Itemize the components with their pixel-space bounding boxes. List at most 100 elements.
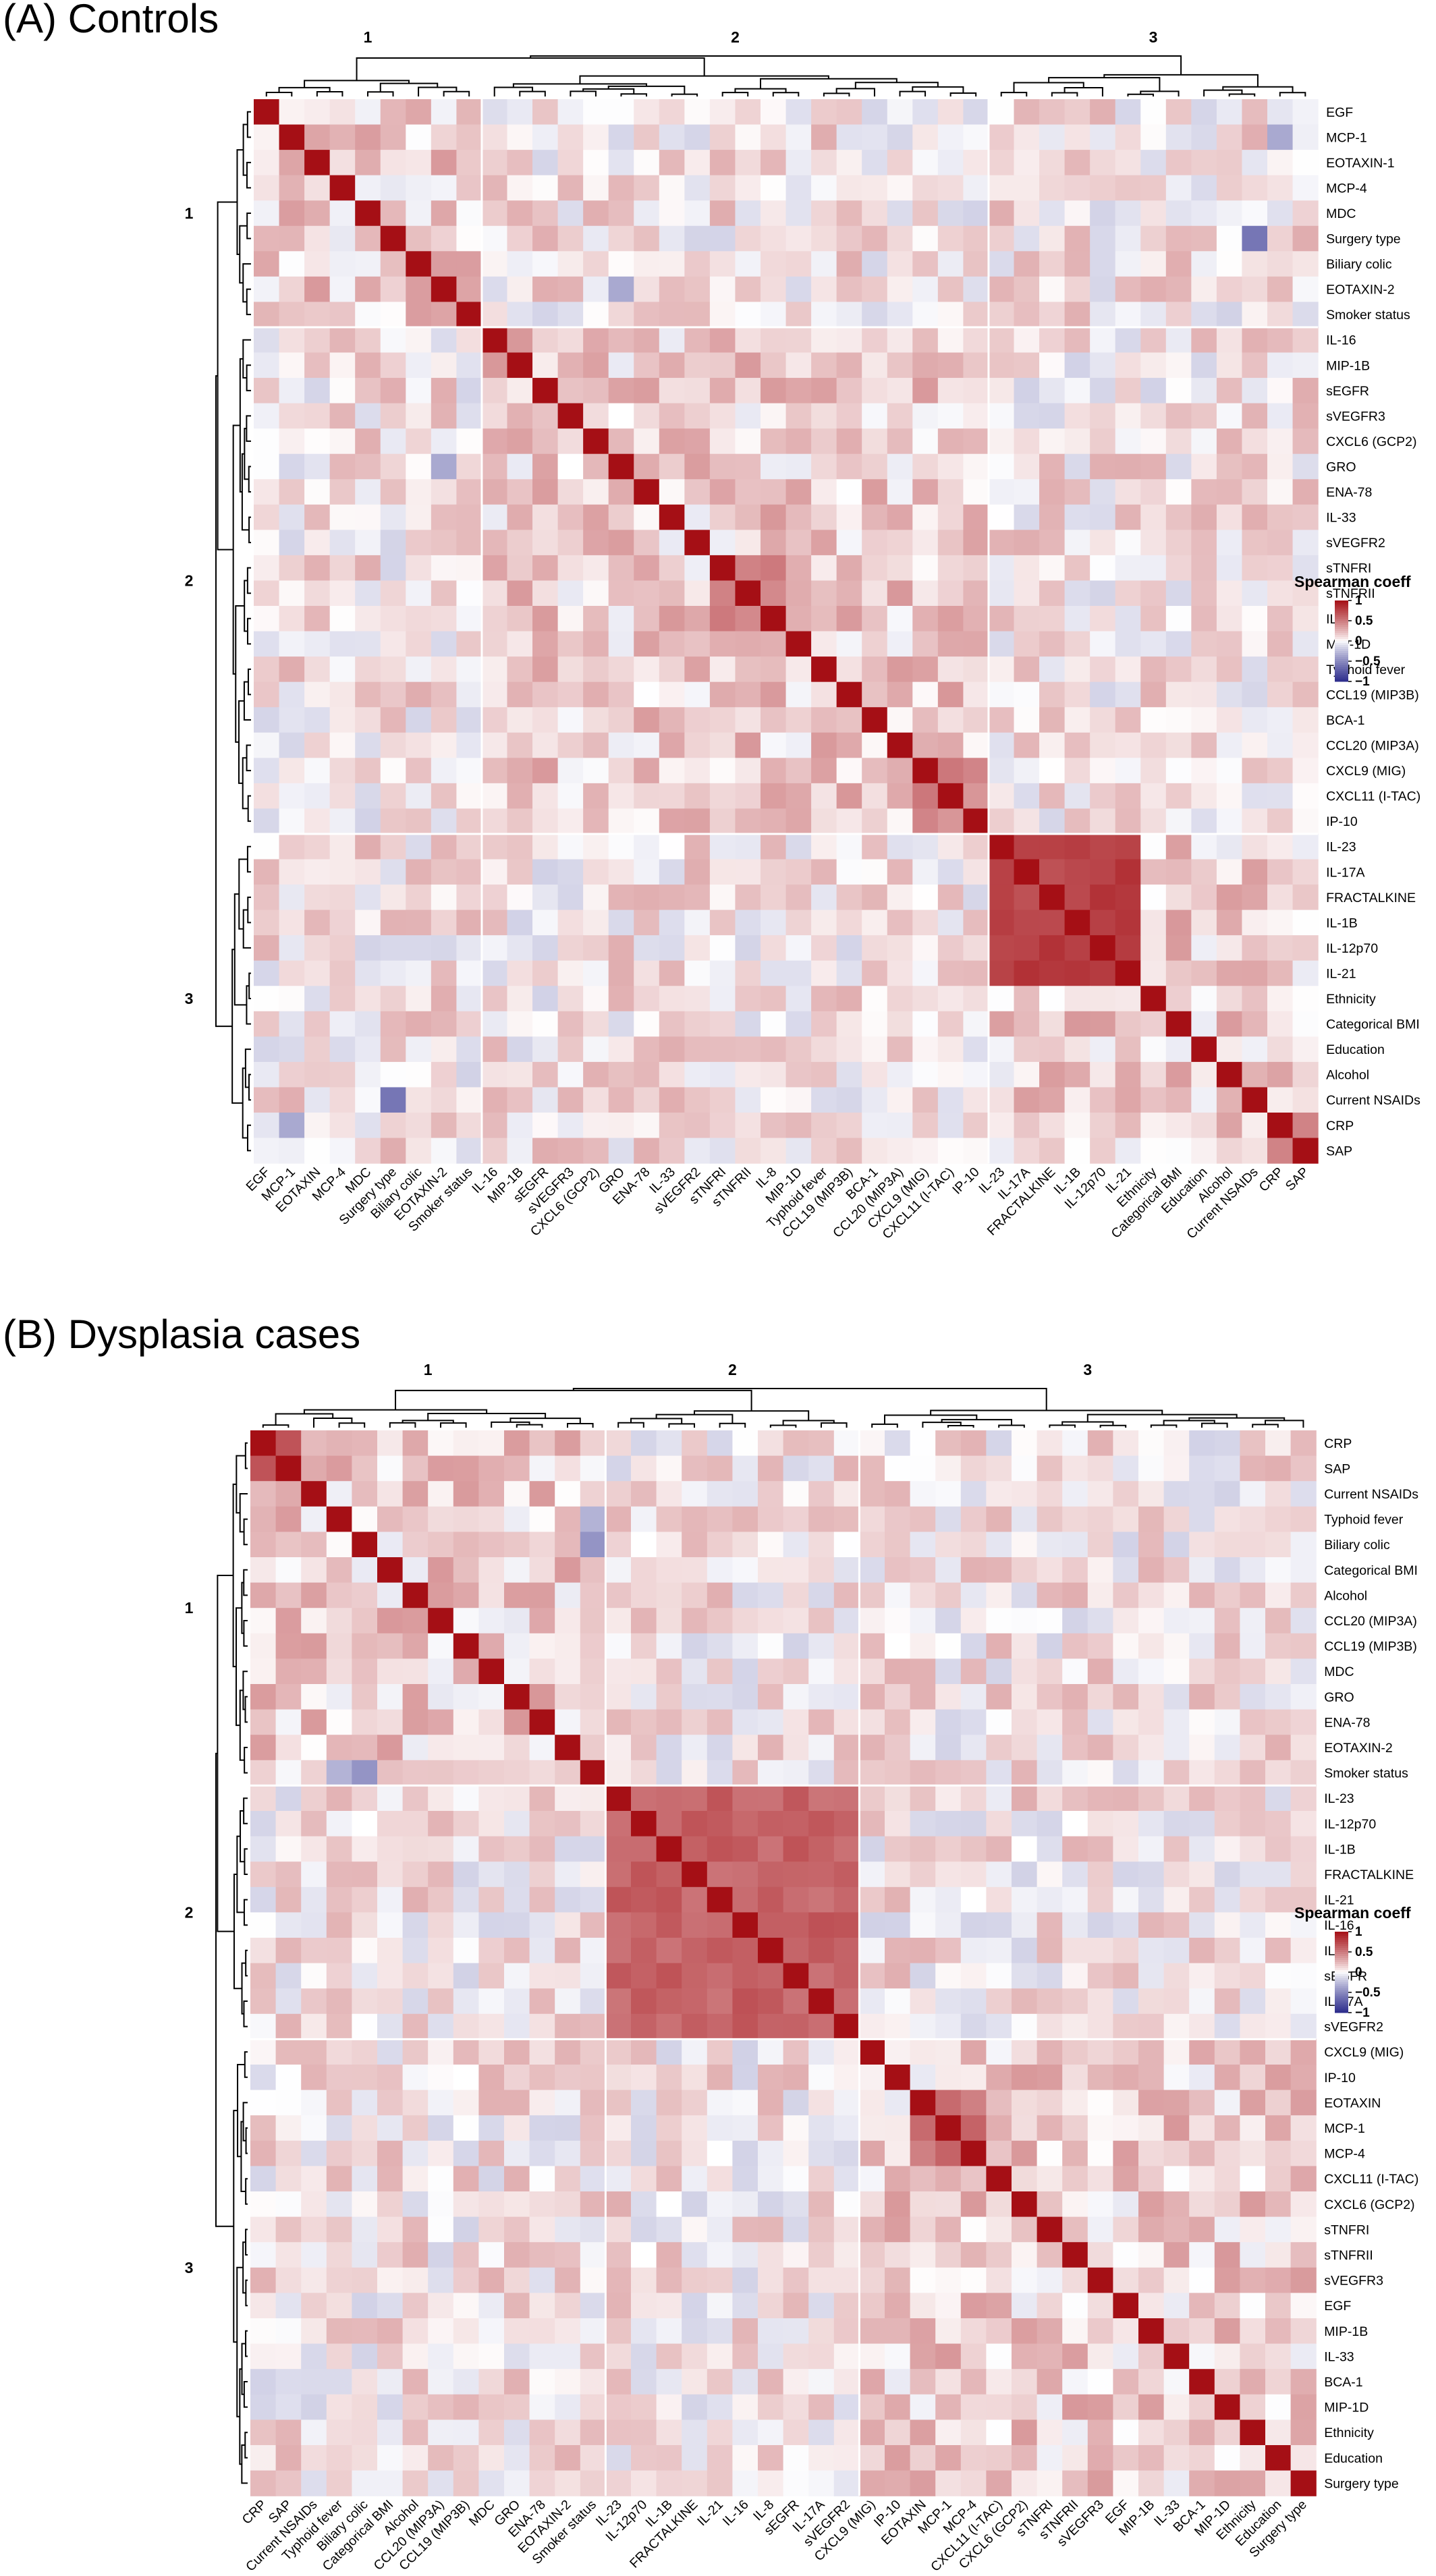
heatmap-cell xyxy=(707,2267,733,2293)
heatmap-cell xyxy=(402,2394,429,2420)
heatmap-cell xyxy=(885,2090,911,2116)
heatmap-cell xyxy=(783,1988,809,2015)
heatmap-cell xyxy=(937,175,964,201)
legend-tick-label: −0.5 xyxy=(1355,654,1381,669)
heatmap-cell xyxy=(478,1886,505,1913)
heatmap-cell xyxy=(732,1658,758,1685)
heatmap-cell xyxy=(1113,1608,1139,1634)
row-label-categorical-bmi: Categorical BMI xyxy=(1324,1563,1418,1578)
heatmap-cell xyxy=(355,1036,381,1063)
heatmap-cell xyxy=(811,1061,837,1088)
heatmap-cell xyxy=(402,1912,429,1938)
heatmap-cell xyxy=(707,1861,733,1888)
heatmap-cell xyxy=(352,2419,378,2446)
column-cluster-label-3: 3 xyxy=(1149,28,1158,46)
heatmap-cell xyxy=(329,960,356,986)
heatmap-cell xyxy=(761,1138,787,1164)
heatmap-cell xyxy=(326,1861,352,1888)
heatmap-cell xyxy=(634,732,660,758)
heatmap-cell xyxy=(478,1658,505,1685)
heatmap-cell xyxy=(1037,2216,1063,2243)
heatmap-cell xyxy=(1290,2140,1317,2166)
heatmap-cell xyxy=(783,1481,809,1507)
heatmap-cell xyxy=(707,1481,733,1507)
heatmap-cell xyxy=(659,859,685,885)
heatmap-cell xyxy=(758,1430,784,1457)
heatmap-cell xyxy=(1115,656,1141,683)
heatmap-cell xyxy=(355,276,381,302)
heatmap-cell xyxy=(504,1735,530,1761)
dendrogram-branch xyxy=(1013,82,1084,93)
heatmap-cell xyxy=(279,707,305,733)
heatmap-cell xyxy=(1039,960,1066,986)
heatmap-cell xyxy=(732,1430,758,1457)
heatmap-cell xyxy=(326,1886,352,1913)
heatmap-cell xyxy=(428,1709,454,1735)
heatmap-cell xyxy=(1064,1061,1090,1088)
heatmap-cell xyxy=(935,1785,962,1812)
heatmap-cell xyxy=(453,2166,479,2192)
heatmap-cell xyxy=(910,1912,936,1938)
heatmap-cell xyxy=(380,681,406,708)
heatmap-cell xyxy=(1064,479,1090,505)
heatmap-cell xyxy=(456,175,482,201)
heatmap-cell xyxy=(1214,1709,1240,1735)
heatmap-cell xyxy=(557,175,584,201)
heatmap-cell xyxy=(885,2293,911,2319)
heatmap-cell xyxy=(659,302,685,328)
heatmap-cell xyxy=(1064,986,1090,1012)
heatmap-cell xyxy=(557,327,584,354)
heatmap-cell xyxy=(1062,1709,1088,1735)
heatmap-cell xyxy=(1064,732,1090,758)
row-label-mcp-1: MCP-1 xyxy=(1326,130,1367,145)
heatmap-cell xyxy=(377,2166,404,2192)
heatmap-cell xyxy=(301,1886,327,1913)
heatmap-cell xyxy=(808,2140,835,2166)
heatmap-cell xyxy=(1265,1760,1292,1786)
heatmap-cell xyxy=(529,2419,555,2446)
heatmap-cell xyxy=(1113,2419,1139,2446)
legend-color-step xyxy=(1335,2000,1348,2003)
heatmap-cell xyxy=(1265,2470,1292,2496)
heatmap-cell xyxy=(555,1886,581,1913)
heatmap-cell xyxy=(1140,124,1167,150)
column-label-ip-10: IP-10 xyxy=(949,1165,983,1198)
heatmap-cell xyxy=(254,885,280,911)
heatmap-cell xyxy=(1087,1988,1113,2015)
heatmap-cell xyxy=(1214,2090,1240,2116)
heatmap-cell xyxy=(504,2065,530,2091)
heatmap-cell xyxy=(811,1113,837,1139)
heatmap-cell xyxy=(811,1036,837,1063)
heatmap-cell xyxy=(1240,1455,1266,1482)
heatmap-cell xyxy=(885,1658,911,1685)
heatmap-cell xyxy=(254,1087,280,1113)
heatmap-cell xyxy=(732,1506,758,1532)
heatmap-cell xyxy=(326,2166,352,2192)
heatmap-cell xyxy=(707,2242,733,2268)
heatmap-cell xyxy=(732,2090,758,2116)
heatmap-cell xyxy=(1292,225,1319,252)
heatmap-cell xyxy=(504,2216,530,2243)
heatmap-cell xyxy=(656,1455,682,1482)
heatmap-cell xyxy=(1140,808,1167,835)
heatmap-cell xyxy=(1216,1113,1243,1139)
heatmap-cell xyxy=(481,631,508,657)
heatmap-cell xyxy=(377,2343,404,2370)
heatmap-cell xyxy=(988,479,1015,505)
heatmap-cell xyxy=(1267,225,1294,252)
heatmap-cell xyxy=(833,2343,860,2370)
heatmap-cell xyxy=(656,2293,682,2319)
heatmap-cell xyxy=(1189,1963,1215,1989)
heatmap-cell xyxy=(608,606,634,632)
heatmap-cell xyxy=(1115,960,1141,986)
heatmap-cell xyxy=(1292,302,1319,328)
heatmap-cell xyxy=(580,1658,606,1685)
heatmap-cell xyxy=(1216,808,1243,835)
heatmap-cell xyxy=(279,859,305,885)
heatmap-cell xyxy=(963,833,989,860)
heatmap-cell xyxy=(1240,1760,1266,1786)
heatmap-cell xyxy=(1037,1430,1063,1457)
dendrogram-branch xyxy=(246,415,251,442)
heatmap-cell xyxy=(1037,1811,1063,1837)
heatmap-cell xyxy=(507,403,533,429)
